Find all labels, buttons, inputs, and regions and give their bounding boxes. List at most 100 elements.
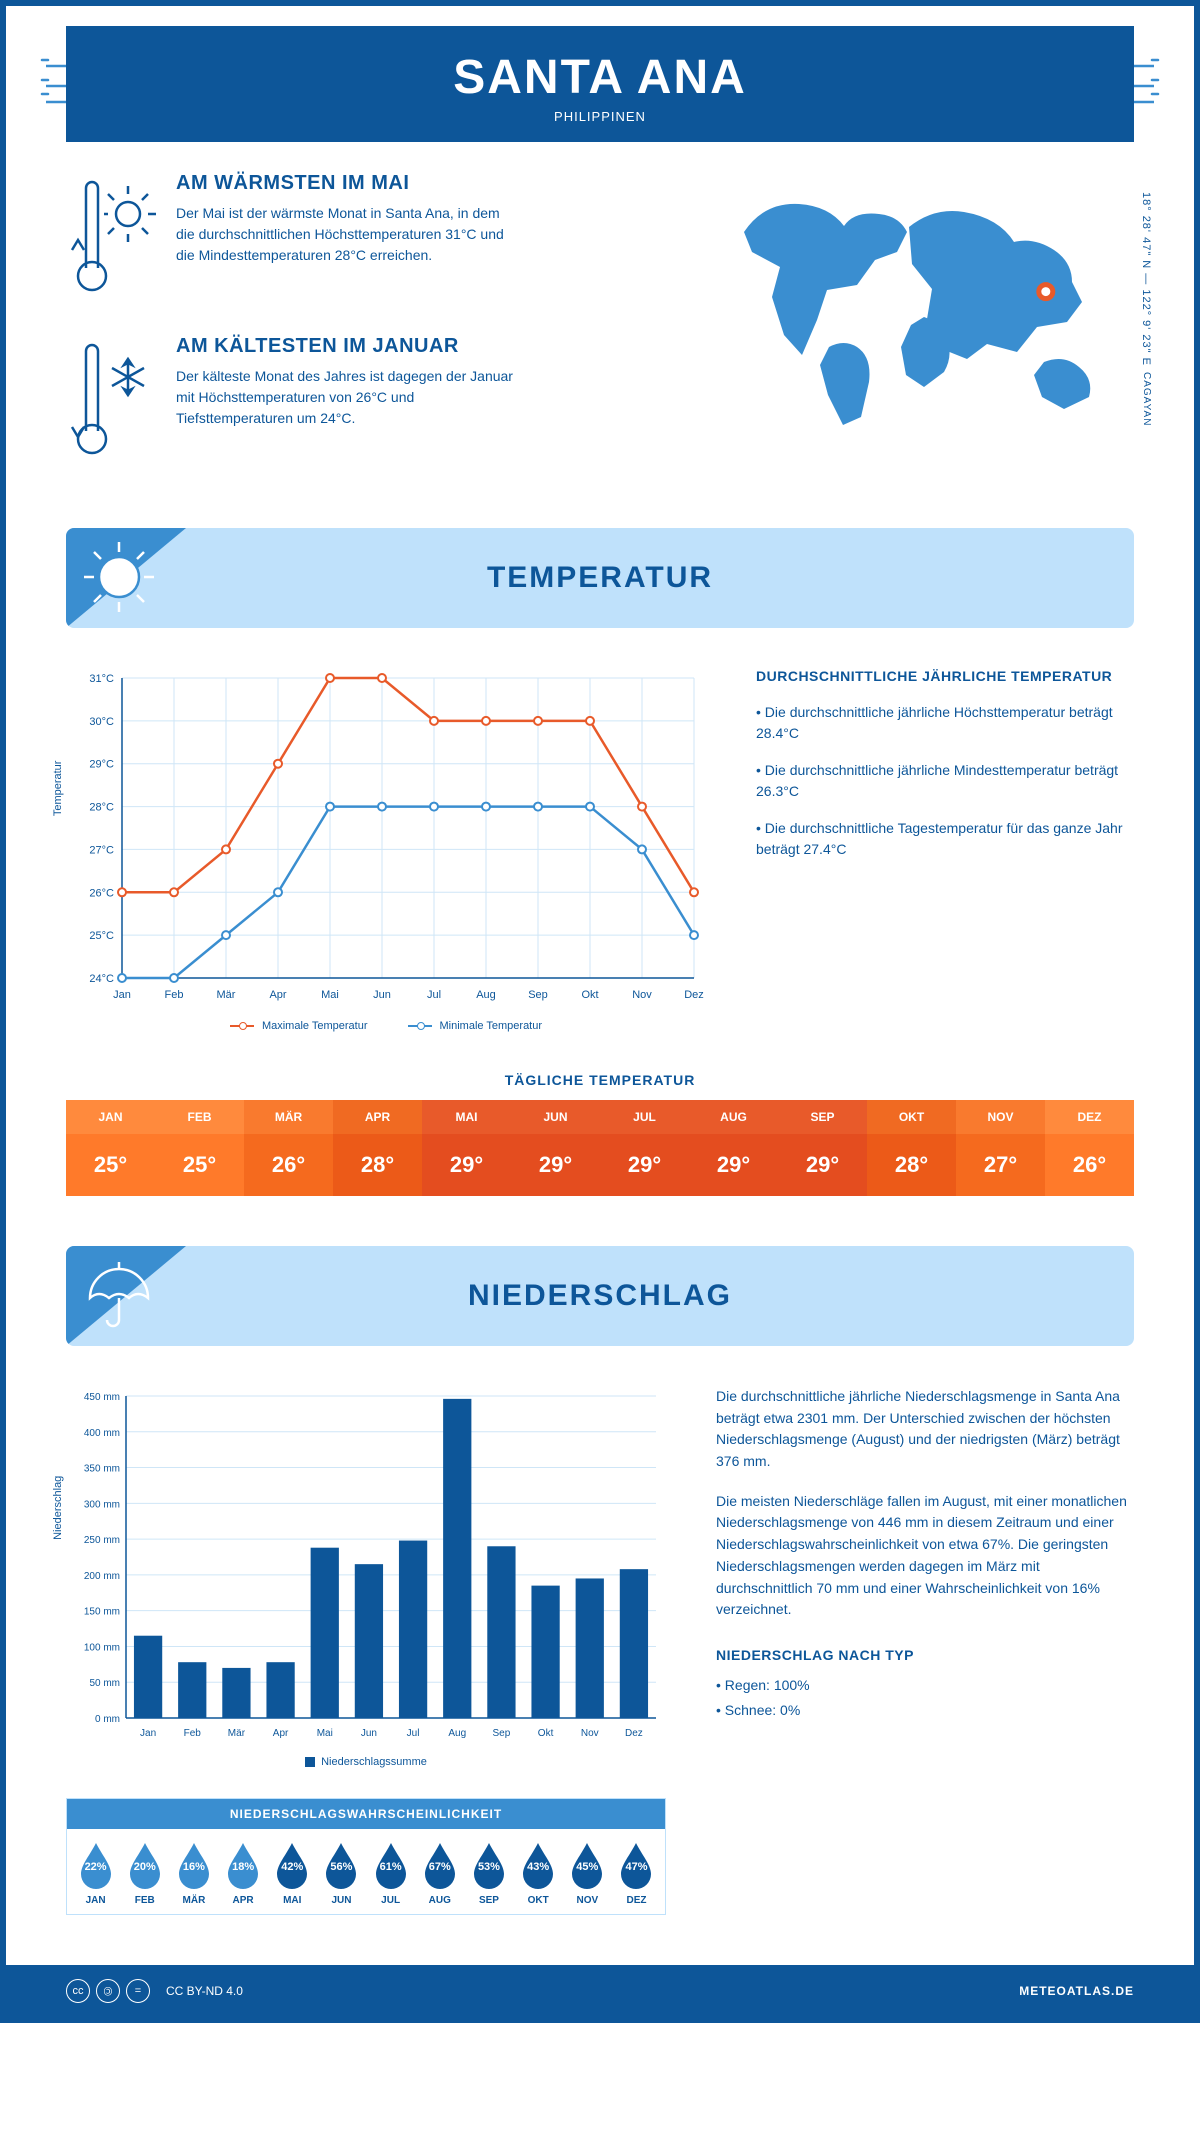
raindrop-icon: 53% xyxy=(470,1841,508,1889)
coldest-block: AM KÄLTESTEN IM JANUAR Der kälteste Mona… xyxy=(66,335,674,470)
svg-text:0 mm: 0 mm xyxy=(95,1714,120,1725)
temperature-banner: TEMPERATUR xyxy=(66,528,1134,628)
svg-text:400 mm: 400 mm xyxy=(84,1428,120,1439)
bar-chart-legend: Niederschlagssumme xyxy=(66,1756,666,1768)
raindrop-icon: 22% xyxy=(77,1841,115,1889)
probability-cell: 67% AUG xyxy=(417,1841,462,1906)
raindrop-icon: 42% xyxy=(273,1841,311,1889)
warmest-text: Der Mai ist der wärmste Monat in Santa A… xyxy=(176,203,516,266)
daily-cell: DEZ 26° xyxy=(1045,1100,1134,1196)
temperature-line-chart: Temperatur 24°C25°C26°C27°C28°C29°C30°C3… xyxy=(66,668,706,1032)
daily-temp-table: JAN 25° FEB 25° MÄR 26° APR 28° MAI 29° … xyxy=(66,1100,1134,1196)
daily-cell: APR 28° xyxy=(333,1100,422,1196)
svg-text:250 mm: 250 mm xyxy=(84,1535,120,1546)
coordinates: 18° 28' 47" N — 122° 9' 23" E xyxy=(1140,192,1152,366)
raindrop-icon: 61% xyxy=(372,1841,410,1889)
svg-text:31°C: 31°C xyxy=(89,673,114,685)
coldest-title: AM KÄLTESTEN IM JANUAR xyxy=(176,335,516,358)
svg-text:25°C: 25°C xyxy=(89,930,114,942)
raindrop-icon: 45% xyxy=(568,1841,606,1889)
daily-cell: JUL 29° xyxy=(600,1100,689,1196)
svg-text:150 mm: 150 mm xyxy=(84,1607,120,1618)
svg-text:27°C: 27°C xyxy=(89,844,114,856)
umbrella-icon xyxy=(80,1256,158,1334)
svg-text:24°C: 24°C xyxy=(89,973,114,985)
svg-text:300 mm: 300 mm xyxy=(84,1499,120,1510)
site-name: METEOATLAS.DE xyxy=(1019,1984,1134,1998)
precipitation-bar-chart: Niederschlag 0 mm50 mm100 mm150 mm200 mm… xyxy=(66,1386,666,1746)
daily-cell: AUG 29° xyxy=(689,1100,778,1196)
precipitation-banner: NIEDERSCHLAG xyxy=(66,1246,1134,1346)
probability-cell: 47% DEZ xyxy=(614,1841,659,1906)
svg-text:450 mm: 450 mm xyxy=(84,1392,120,1403)
daily-cell: FEB 25° xyxy=(155,1100,244,1196)
svg-text:Apr: Apr xyxy=(269,989,286,1001)
svg-text:Mär: Mär xyxy=(228,1728,246,1739)
svg-text:Aug: Aug xyxy=(448,1728,466,1739)
y-axis-label: Niederschlag xyxy=(52,1476,64,1540)
daily-cell: JAN 25° xyxy=(66,1100,155,1196)
svg-text:Jan: Jan xyxy=(140,1728,156,1739)
svg-text:Jan: Jan xyxy=(113,989,131,1001)
svg-text:30°C: 30°C xyxy=(89,716,114,728)
svg-text:Okt: Okt xyxy=(538,1728,554,1739)
probability-cell: 56% JUN xyxy=(319,1841,364,1906)
daily-cell: OKT 28° xyxy=(867,1100,956,1196)
svg-text:Jun: Jun xyxy=(373,989,391,1001)
probability-cell: 18% APR xyxy=(221,1841,266,1906)
thermometer-snow-icon xyxy=(66,335,156,470)
svg-text:Apr: Apr xyxy=(273,1728,289,1739)
probability-cell: 20% FEB xyxy=(122,1841,167,1906)
svg-text:Feb: Feb xyxy=(184,1728,202,1739)
section-title: TEMPERATUR xyxy=(487,561,713,595)
raindrop-icon: 43% xyxy=(519,1841,557,1889)
svg-text:Jul: Jul xyxy=(427,989,441,1001)
raindrop-icon: 18% xyxy=(224,1841,262,1889)
svg-text:Dez: Dez xyxy=(625,1728,643,1739)
svg-text:Feb: Feb xyxy=(165,989,184,1001)
raindrop-icon: 47% xyxy=(617,1841,655,1889)
svg-text:28°C: 28°C xyxy=(89,802,114,814)
svg-text:100 mm: 100 mm xyxy=(84,1642,120,1653)
svg-text:26°C: 26°C xyxy=(89,887,114,899)
raindrop-icon: 56% xyxy=(322,1841,360,1889)
daily-cell: MÄR 26° xyxy=(244,1100,333,1196)
svg-text:Sep: Sep xyxy=(528,989,548,1001)
svg-text:Mär: Mär xyxy=(217,989,236,1001)
svg-text:Sep: Sep xyxy=(493,1728,511,1739)
probability-cell: 43% OKT xyxy=(516,1841,561,1906)
probability-box: NIEDERSCHLAGSWAHRSCHEINLICHKEIT 22% JAN … xyxy=(66,1798,666,1915)
world-map: 18° 28' 47" N — 122° 9' 23" E CAGAYAN xyxy=(714,172,1134,498)
daily-cell: SEP 29° xyxy=(778,1100,867,1196)
probability-cell: 42% MAI xyxy=(270,1841,315,1906)
y-axis-label: Temperatur xyxy=(52,761,64,817)
svg-text:350 mm: 350 mm xyxy=(84,1464,120,1475)
page-title: SANTA ANA xyxy=(66,50,1134,105)
svg-text:29°C: 29°C xyxy=(89,759,114,771)
license-block: cc 🄯 = CC BY-ND 4.0 xyxy=(66,1979,243,2003)
page: SANTA ANA PHILIPPINEN AM WÄRMSTEN IM MAI… xyxy=(0,0,1200,2023)
sun-icon xyxy=(80,538,158,616)
raindrop-icon: 20% xyxy=(126,1841,164,1889)
intro-section: AM WÄRMSTEN IM MAI Der Mai ist der wärms… xyxy=(6,172,1194,528)
section-title: NIEDERSCHLAG xyxy=(468,1279,732,1313)
thermometer-sun-icon xyxy=(66,172,156,307)
svg-text:Jun: Jun xyxy=(361,1728,377,1739)
svg-text:Mai: Mai xyxy=(317,1728,333,1739)
svg-text:Mai: Mai xyxy=(321,989,339,1001)
daily-cell: NOV 27° xyxy=(956,1100,1045,1196)
probability-cell: 16% MÄR xyxy=(171,1841,216,1906)
daily-temp-title: TÄGLICHE TEMPERATUR xyxy=(6,1072,1194,1088)
precipitation-summary: Die durchschnittliche jährliche Niedersc… xyxy=(716,1386,1134,1915)
chart-legend: Maximale Temperatur Minimale Temperatur xyxy=(66,1020,706,1032)
raindrop-icon: 67% xyxy=(421,1841,459,1889)
svg-text:50 mm: 50 mm xyxy=(89,1678,120,1689)
raindrop-icon: 16% xyxy=(175,1841,213,1889)
warmest-title: AM WÄRMSTEN IM MAI xyxy=(176,172,516,195)
svg-text:Nov: Nov xyxy=(632,989,652,1001)
svg-text:Jul: Jul xyxy=(407,1728,420,1739)
nd-icon: = xyxy=(126,1979,150,2003)
by-icon: 🄯 xyxy=(96,1979,120,2003)
probability-cell: 45% NOV xyxy=(565,1841,610,1906)
cc-icon: cc xyxy=(66,1979,90,2003)
